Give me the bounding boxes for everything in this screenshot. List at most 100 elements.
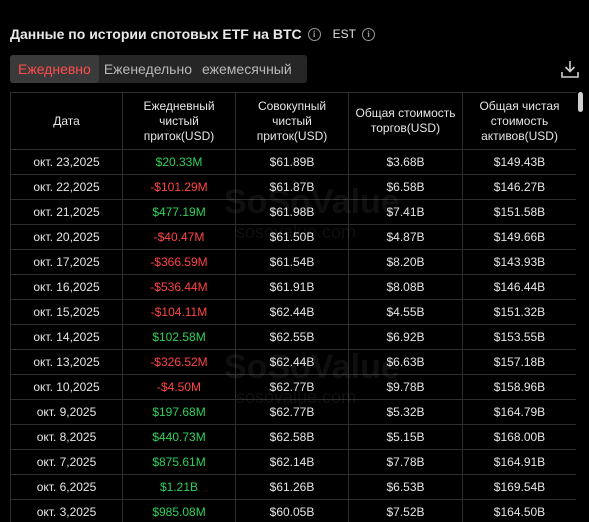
cell-daily-inflow: -$104.11M [123, 300, 236, 325]
cell-net-assets: $164.50B [463, 500, 577, 522]
cell-net-assets: $151.58B [463, 200, 577, 225]
etf-history-table: Дата Ежедневный чистый приток(USD) Совок… [10, 92, 576, 522]
table-row[interactable]: окт. 16,2025-$536.44M$61.91B$8.08B$146.4… [11, 275, 577, 300]
cell-net-assets: $169.54B [463, 475, 577, 500]
table-row[interactable]: окт. 17,2025-$366.59M$61.54B$8.20B$143.9… [11, 250, 577, 275]
table-row[interactable]: окт. 21,2025$477.19M$61.98B$7.41B$151.58… [11, 200, 577, 225]
table-row[interactable]: окт. 15,2025-$104.11M$62.44B$4.55B$151.3… [11, 300, 577, 325]
cell-cumulative-inflow: $61.50B [236, 225, 349, 250]
cell-cumulative-inflow: $61.87B [236, 175, 349, 200]
table-row[interactable]: окт. 7,2025$875.61M$62.14B$7.78B$164.91B [11, 450, 577, 475]
cell-net-assets: $149.43B [463, 150, 577, 175]
cell-daily-inflow: -$366.59M [123, 250, 236, 275]
cell-total-traded: $8.08B [349, 275, 463, 300]
column-header-total-traded[interactable]: Общая стоимость торгов(USD) [349, 93, 463, 150]
table-scrollbar[interactable] [578, 92, 583, 112]
cell-cumulative-inflow: $62.55B [236, 325, 349, 350]
cell-daily-inflow: -$326.52M [123, 350, 236, 375]
cell-date: окт. 20,2025 [11, 225, 123, 250]
table-header-row: Дата Ежедневный чистый приток(USD) Совок… [11, 93, 577, 150]
cell-total-traded: $6.53B [349, 475, 463, 500]
table-body: окт. 23,2025$20.33M$61.89B$3.68B$149.43B… [11, 150, 577, 522]
cell-date: окт. 9,2025 [11, 400, 123, 425]
cell-total-traded: $6.58B [349, 175, 463, 200]
cell-total-traded: $6.63B [349, 350, 463, 375]
cell-date: окт. 14,2025 [11, 325, 123, 350]
cell-net-assets: $157.18B [463, 350, 577, 375]
download-icon[interactable] [559, 58, 581, 80]
cell-total-traded: $4.87B [349, 225, 463, 250]
table-row[interactable]: окт. 13,2025-$326.52M$62.44B$6.63B$157.1… [11, 350, 577, 375]
cell-daily-inflow: $985.08M [123, 500, 236, 522]
cell-total-traded: $7.78B [349, 450, 463, 475]
tab-daily[interactable]: Ежедневно [10, 55, 99, 83]
cell-date: окт. 16,2025 [11, 275, 123, 300]
table-row[interactable]: окт. 9,2025$197.68M$62.77B$5.32B$164.79B [11, 400, 577, 425]
cell-cumulative-inflow: $62.44B [236, 350, 349, 375]
cell-daily-inflow: $477.19M [123, 200, 236, 225]
cell-net-assets: $168.00B [463, 425, 577, 450]
cell-net-assets: $158.96B [463, 375, 577, 400]
page-title: Данные по истории спотовых ETF на BTC [10, 26, 302, 42]
cell-daily-inflow: -$4.50M [123, 375, 236, 400]
cell-cumulative-inflow: $61.98B [236, 200, 349, 225]
cell-date: окт. 15,2025 [11, 300, 123, 325]
table-row[interactable]: окт. 14,2025$102.58M$62.55B$6.92B$153.55… [11, 325, 577, 350]
cell-total-traded: $4.55B [349, 300, 463, 325]
table-row[interactable]: окт. 3,2025$985.08M$60.05B$7.52B$164.50B [11, 500, 577, 522]
cell-total-traded: $8.20B [349, 250, 463, 275]
timezone-label: EST [333, 27, 356, 41]
cell-date: окт. 17,2025 [11, 250, 123, 275]
cell-daily-inflow: $440.73M [123, 425, 236, 450]
cell-date: окт. 7,2025 [11, 450, 123, 475]
cell-daily-inflow: $20.33M [123, 150, 236, 175]
cell-cumulative-inflow: $61.26B [236, 475, 349, 500]
column-header-net-assets[interactable]: Общая чистая стоимость активов(USD) [463, 93, 577, 150]
cell-daily-inflow: -$536.44M [123, 275, 236, 300]
cell-cumulative-inflow: $62.14B [236, 450, 349, 475]
column-header-cumulative-inflow[interactable]: Совокупный чистый приток(USD) [236, 93, 349, 150]
cell-net-assets: $164.79B [463, 400, 577, 425]
table-row[interactable]: окт. 6,2025$1.21B$61.26B$6.53B$169.54B [11, 475, 577, 500]
cell-total-traded: $3.68B [349, 150, 463, 175]
cell-date: окт. 3,2025 [11, 500, 123, 522]
cell-cumulative-inflow: $62.44B [236, 300, 349, 325]
page-header: Данные по истории спотовых ETF на BTC i … [10, 24, 375, 44]
table-row[interactable]: окт. 8,2025$440.73M$62.58B$5.15B$168.00B [11, 425, 577, 450]
cell-daily-inflow: -$101.29M [123, 175, 236, 200]
cell-cumulative-inflow: $62.77B [236, 375, 349, 400]
cell-cumulative-inflow: $62.77B [236, 400, 349, 425]
table-row[interactable]: окт. 10,2025-$4.50M$62.77B$9.78B$158.96B [11, 375, 577, 400]
cell-date: окт. 23,2025 [11, 150, 123, 175]
cell-daily-inflow: -$40.47M [123, 225, 236, 250]
cell-total-traded: $6.92B [349, 325, 463, 350]
cell-cumulative-inflow: $61.54B [236, 250, 349, 275]
cell-date: окт. 22,2025 [11, 175, 123, 200]
table-row[interactable]: окт. 22,2025-$101.29M$61.87B$6.58B$146.2… [11, 175, 577, 200]
cell-date: окт. 13,2025 [11, 350, 123, 375]
cell-date: окт. 21,2025 [11, 200, 123, 225]
cell-daily-inflow: $875.61M [123, 450, 236, 475]
cell-cumulative-inflow: $61.91B [236, 275, 349, 300]
cell-date: окт. 10,2025 [11, 375, 123, 400]
timezone-info-icon[interactable]: i [362, 28, 375, 41]
tab-weekly[interactable]: Еженедельно [99, 55, 197, 83]
table-row[interactable]: окт. 20,2025-$40.47M$61.50B$4.87B$149.66… [11, 225, 577, 250]
period-tabs: Ежедневно Еженедельно ежемесячный [10, 55, 307, 83]
etf-history-table-container[interactable]: Дата Ежедневный чистый приток(USD) Совок… [10, 92, 576, 522]
cell-net-assets: $153.55B [463, 325, 577, 350]
table-row[interactable]: окт. 23,2025$20.33M$61.89B$3.68B$149.43B [11, 150, 577, 175]
cell-daily-inflow: $1.21B [123, 475, 236, 500]
title-info-icon[interactable]: i [308, 28, 321, 41]
cell-daily-inflow: $197.68M [123, 400, 236, 425]
cell-net-assets: $149.66B [463, 225, 577, 250]
cell-total-traded: $7.41B [349, 200, 463, 225]
cell-net-assets: $146.44B [463, 275, 577, 300]
cell-cumulative-inflow: $60.05B [236, 500, 349, 522]
tab-monthly[interactable]: ежемесячный [197, 55, 297, 83]
cell-total-traded: $7.52B [349, 500, 463, 522]
column-header-date[interactable]: Дата [11, 93, 123, 150]
cell-net-assets: $146.27B [463, 175, 577, 200]
column-header-daily-inflow[interactable]: Ежедневный чистый приток(USD) [123, 93, 236, 150]
cell-date: окт. 8,2025 [11, 425, 123, 450]
